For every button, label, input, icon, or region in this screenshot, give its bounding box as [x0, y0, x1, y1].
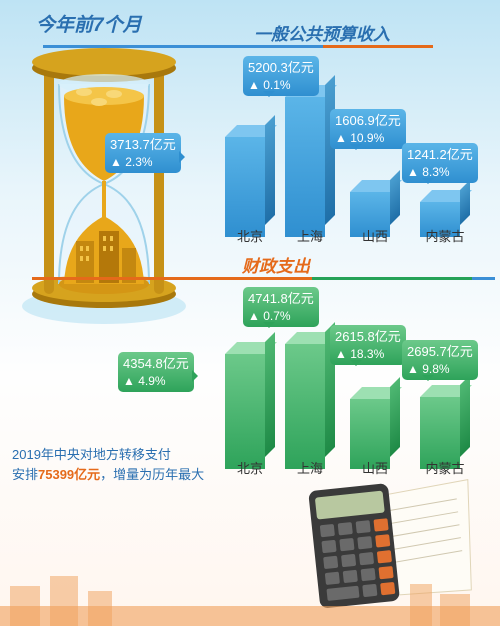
callout-amount: 3713.7亿元: [110, 136, 176, 154]
callout-amount: 4354.8亿元: [123, 355, 189, 373]
footnote: 2019年中央对地方转移支付 安排75399亿元，增量为历年最大: [12, 445, 212, 484]
callout-北京: 4354.8亿元▲ 4.9%: [118, 352, 194, 392]
callout-amount: 4741.8亿元: [248, 290, 314, 308]
callout-pct: ▲ 8.3%: [407, 164, 473, 180]
callout-上海: 5200.3亿元▲ 0.1%: [243, 56, 319, 96]
title-underline: [43, 45, 323, 48]
callout-pct: ▲ 10.9%: [335, 130, 401, 146]
callout-山西: 1606.9亿元▲ 10.9%: [330, 109, 406, 149]
callout-pct: ▲ 0.7%: [248, 308, 314, 324]
title-underline: [32, 277, 312, 280]
callout-上海: 4741.8亿元▲ 0.7%: [243, 287, 319, 327]
callout-北京: 3713.7亿元▲ 2.3%: [105, 133, 181, 173]
chart-revenue-title: 一般公共预算收入: [248, 20, 396, 45]
callout-amount: 5200.3亿元: [248, 59, 314, 77]
chart-revenue-title-text: 一般公共预算收入: [254, 25, 390, 44]
bar-label: 北京: [220, 458, 280, 477]
footnote-line1: 2019年中央对地方转移支付: [12, 447, 171, 462]
footnote-line2a: 安排: [12, 467, 38, 482]
footnote-line2b: ，增量为历年最大: [100, 467, 204, 482]
chart-expenditure-title: 财政支出: [236, 252, 316, 277]
footnote-amount: 75399亿元: [38, 467, 100, 482]
chart-expenditure-title-text: 财政支出: [242, 257, 310, 276]
callout-pct: ▲ 0.1%: [248, 77, 314, 93]
bar-label: 内蒙古: [415, 226, 475, 245]
skyline-illustration: [0, 566, 500, 626]
bar-label: 北京: [220, 226, 280, 245]
bar-label: 山西: [345, 226, 405, 245]
callout-amount: 1606.9亿元: [335, 112, 401, 130]
callout-pct: ▲ 9.8%: [407, 361, 473, 377]
callout-pct: ▲ 2.3%: [110, 154, 176, 170]
callout-amount: 2695.7亿元: [407, 343, 473, 361]
callout-山西: 2615.8亿元▲ 18.3%: [330, 325, 406, 365]
callout-pct: ▲ 4.9%: [123, 373, 189, 389]
chart-revenue: 一般公共预算收入 北京 3713.7亿元▲ 2.3% 上海 5200.3亿元▲ 0.1…: [0, 20, 500, 250]
bar-label: 上海: [280, 226, 340, 245]
callout-内蒙古: 2695.7亿元▲ 9.8%: [402, 340, 478, 380]
callout-内蒙古: 1241.2亿元▲ 8.3%: [402, 143, 478, 183]
callout-pct: ▲ 18.3%: [335, 346, 401, 362]
callout-amount: 2615.8亿元: [335, 328, 401, 346]
callout-amount: 1241.2亿元: [407, 146, 473, 164]
